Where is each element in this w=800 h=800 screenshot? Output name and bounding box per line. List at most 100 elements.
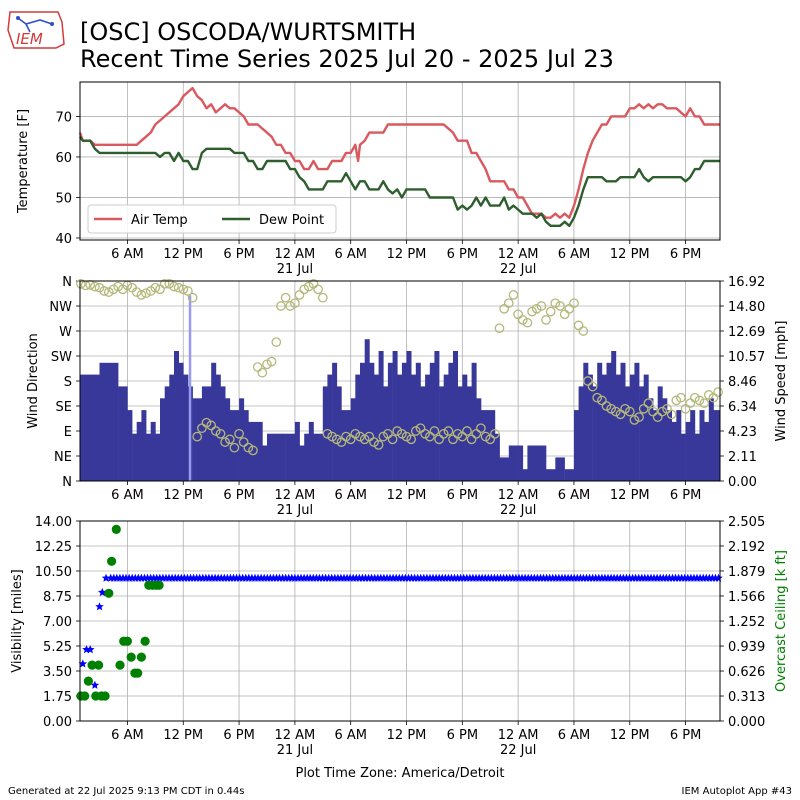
x-tick-label: 12 AM	[274, 488, 315, 503]
ceiling-tick-label: 2.505	[728, 515, 765, 530]
wind-direction-point	[178, 284, 189, 295]
speed-tick-label: 0.00	[728, 475, 757, 490]
wind-speed-bar	[360, 362, 365, 481]
wind-direction-point	[317, 292, 328, 303]
wind-direction-point	[169, 281, 179, 292]
visibility-point	[95, 602, 104, 611]
wind-direction-point	[466, 434, 477, 445]
x-tick-label: 6 PM	[670, 728, 701, 743]
wind-speed-bar	[429, 362, 435, 481]
wind-speed-bar	[508, 445, 519, 481]
wind-speed-bar	[350, 398, 356, 481]
wind-direction-point	[280, 292, 291, 303]
wind-speed-bar	[118, 386, 128, 481]
ceiling-point	[111, 524, 121, 535]
wind-speed-bar	[615, 374, 621, 481]
generated-note: Generated at 22 Jul 2025 9:13 PM CDT in …	[8, 786, 244, 797]
x-tick-label: 6 PM	[447, 728, 478, 743]
wind-direction-point	[420, 428, 430, 439]
wind-direction-point	[276, 301, 286, 311]
x-tick-label: 12 AM	[274, 728, 315, 743]
wind-direction-point	[569, 298, 579, 309]
wind-speed-bar	[467, 386, 472, 481]
wind-direction-point	[229, 442, 240, 453]
wind-direction-point	[713, 387, 723, 397]
visibility-tick-label: 7.00	[43, 615, 72, 630]
wind-direction-point	[387, 434, 398, 445]
x-tick-label: 12 AM	[498, 728, 539, 743]
ceiling-point	[154, 580, 164, 590]
wind-speed-bar	[304, 433, 310, 481]
wind-speed-bar	[192, 398, 203, 481]
wind-speed-bar	[225, 398, 231, 481]
wind-direction-point	[183, 286, 193, 296]
wind-direction-point	[373, 440, 384, 450]
legend-label-air-temp: Air Temp	[131, 213, 188, 228]
wind-direction-point	[592, 392, 603, 403]
logo-text: IEM	[16, 30, 43, 48]
wind-speed-bar	[490, 410, 496, 481]
wind-direction-point	[541, 315, 551, 325]
wind-direction-point	[587, 381, 598, 392]
wind-speed-bar	[583, 362, 589, 481]
wind-speed-bar	[578, 386, 584, 481]
ceiling-tick-label: 1.879	[728, 565, 765, 580]
x-tick-label: 6 PM	[447, 488, 478, 503]
wind-speed-bar	[239, 398, 245, 481]
wind-direction-point	[406, 434, 417, 445]
wind-speed-bar	[308, 421, 314, 481]
date-label: 21 Jul	[277, 743, 313, 758]
wind-speed-bar	[132, 433, 138, 481]
y-tick-label: 70	[55, 110, 72, 125]
wind-speed-bar	[480, 410, 491, 481]
wind-direction-point	[141, 288, 151, 299]
wind-speed-bar	[322, 386, 328, 481]
wind-direction-point	[666, 409, 677, 420]
x-tick-label: 6 AM	[334, 247, 367, 262]
wind-direction-point	[173, 282, 184, 293]
x-tick-label: 6 PM	[223, 728, 254, 743]
wind-speed-bar	[625, 386, 631, 481]
wind-speed-bar	[587, 374, 593, 481]
direction-tick-label: N	[62, 475, 72, 490]
speed-tick-label: 14.80	[728, 300, 765, 315]
wind-direction-point	[257, 367, 268, 378]
wind-speed-bar	[387, 362, 393, 481]
wind-direction-point	[438, 428, 449, 439]
ceiling-point	[83, 676, 93, 686]
wind-speed-bar	[267, 433, 277, 481]
wind-direction-point	[643, 398, 654, 409]
wind-speed-bar	[671, 421, 677, 481]
wind-speed-bar	[536, 445, 547, 481]
visibility-tick-label: 10.50	[35, 565, 72, 580]
wind-direction-point	[294, 290, 305, 300]
date-label: 22 Jul	[500, 743, 536, 758]
wind-speed-bar	[229, 410, 240, 481]
wind-speed-bar	[704, 421, 710, 481]
wind-direction-point	[131, 287, 142, 297]
x-tick-label: 12 PM	[163, 488, 203, 503]
ceiling-point	[80, 691, 90, 701]
x-tick-label: 12 PM	[387, 488, 427, 503]
wind-speed-bar	[336, 386, 342, 481]
wind-direction-point	[494, 323, 505, 334]
wind-speed-bar	[341, 410, 351, 481]
wind-speed-bar	[546, 469, 556, 481]
wind-speed-bar	[313, 433, 324, 481]
visibility-tick-label: 12.25	[35, 540, 72, 555]
app-note: IEM Autoplot App #43	[682, 786, 792, 797]
direction-tick-label: W	[59, 325, 72, 340]
ceiling-tick-label: 0.939	[728, 640, 765, 655]
wind-speed-bar	[601, 374, 607, 481]
x-tick-label: 6 AM	[558, 247, 591, 262]
direction-tick-label: N	[62, 275, 72, 290]
wind-speed-bar	[448, 362, 454, 481]
x-tick-label: 12 PM	[387, 728, 427, 743]
speed-tick-label: 16.92	[728, 275, 765, 290]
wind-speed-bar	[457, 386, 463, 481]
wind-speed-bar	[592, 386, 598, 481]
wind-direction-point	[578, 326, 589, 336]
timezone-label: Plot Time Zone: America/Detroit	[295, 766, 504, 781]
wind-speed-bar	[453, 351, 458, 481]
wind-direction-point	[355, 431, 365, 442]
